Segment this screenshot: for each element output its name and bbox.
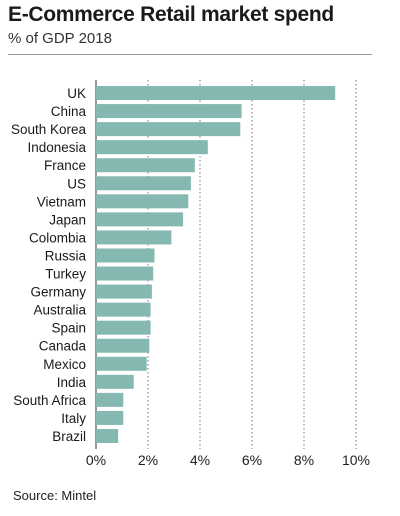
bar — [96, 248, 155, 263]
category-label: Mexico — [43, 357, 86, 372]
category-label: South Africa — [13, 393, 86, 408]
bar — [96, 284, 152, 299]
bar — [96, 104, 242, 119]
category-label: Italy — [61, 411, 86, 426]
chart-title: E-Commerce Retail market spend — [8, 3, 334, 26]
bar — [96, 86, 336, 101]
bar — [96, 266, 154, 281]
tick-labels: 0% 2% 4% 6% 8% 10% — [86, 452, 370, 468]
category-label: Vietnam — [37, 194, 86, 209]
bar — [96, 140, 208, 155]
category-label: Colombia — [29, 230, 87, 245]
title-divider — [8, 54, 372, 55]
category-label: Spain — [51, 321, 86, 336]
category-label: India — [57, 375, 87, 390]
category-label: Japan — [49, 212, 86, 227]
category-label: Australia — [33, 303, 86, 318]
category-label: Turkey — [45, 267, 86, 282]
tick-label: 10% — [342, 452, 370, 468]
category-label: Indonesia — [27, 140, 86, 155]
bar — [96, 230, 172, 245]
tick-label: 2% — [138, 452, 158, 468]
bar — [96, 212, 184, 227]
category-label: France — [44, 158, 86, 173]
bar — [96, 356, 147, 371]
category-label: Germany — [30, 285, 86, 300]
bar — [96, 194, 189, 209]
bar — [96, 122, 241, 137]
category-label: Brazil — [52, 429, 86, 444]
tick-label: 8% — [294, 452, 314, 468]
tick-label: 0% — [86, 452, 106, 468]
chart-subtitle: % of GDP 2018 — [8, 30, 112, 47]
bar — [96, 428, 119, 443]
tick-label: 4% — [190, 452, 210, 468]
category-label: South Korea — [11, 122, 87, 137]
bar — [96, 158, 195, 173]
bar — [96, 302, 151, 317]
bar — [96, 392, 124, 407]
category-label: UK — [67, 86, 86, 101]
category-label: Canada — [39, 339, 87, 354]
tick-label: 6% — [242, 452, 262, 468]
category-label: US — [67, 176, 86, 191]
category-label: China — [51, 104, 87, 119]
category-labels: UK China South Korea Indonesia France US Vietn… — [11, 86, 87, 444]
bar — [96, 338, 150, 353]
source-note: Source: Mintel — [13, 488, 97, 503]
bars — [96, 86, 336, 443]
bar — [96, 374, 134, 389]
bar — [96, 320, 151, 335]
category-label: Russia — [45, 248, 87, 263]
bar — [96, 176, 191, 191]
bar — [96, 410, 124, 425]
